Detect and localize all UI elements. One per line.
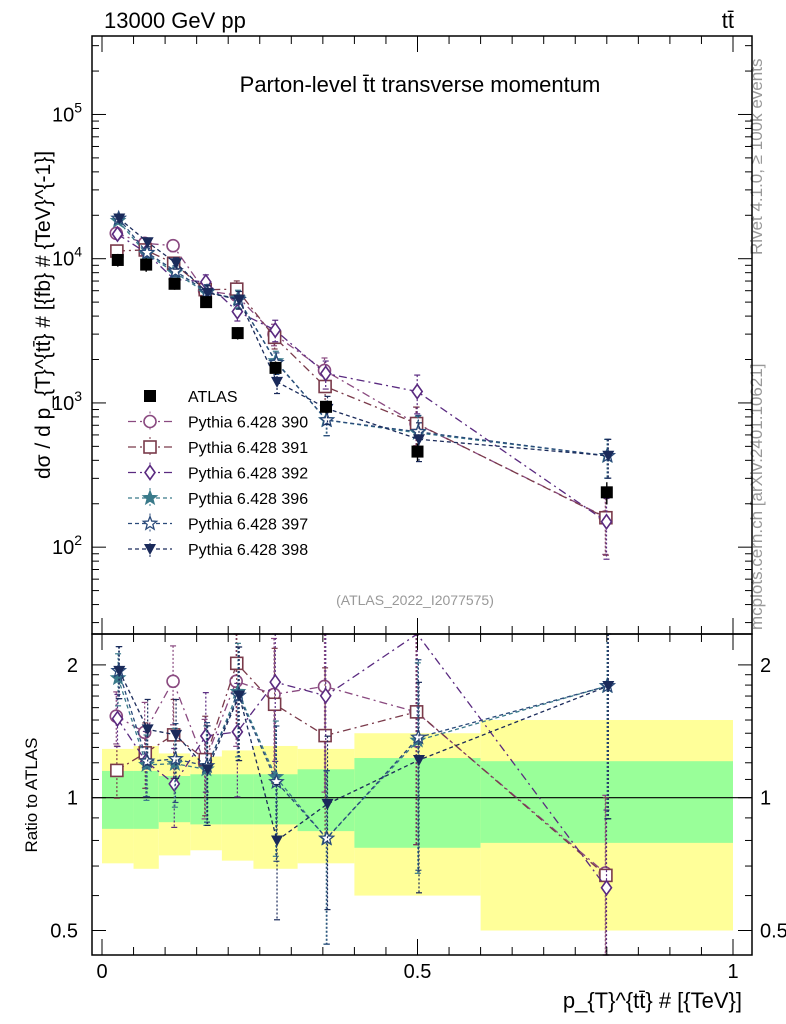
ratio-point <box>170 729 183 741</box>
ratio-point <box>229 656 244 671</box>
ratio-point <box>111 710 124 728</box>
series-point <box>318 411 336 428</box>
ratio-y-tick-label-right: 2 <box>760 655 771 677</box>
legend-entry: ATLAS <box>144 389 238 406</box>
chart-title: Parton-level t̄t transverse momentum <box>240 72 601 97</box>
legend-label: Pythia 6.428 392 <box>188 466 308 483</box>
legend-entry: Pythia 6.428 396 <box>128 488 308 508</box>
process-label: tt̄ <box>722 8 734 33</box>
ratio-point <box>271 835 284 847</box>
series-point <box>600 513 613 531</box>
legend-label: Pythia 6.428 396 <box>188 491 308 508</box>
y-tick-label: 105 <box>52 99 82 126</box>
y-tick-label: 102 <box>52 532 82 559</box>
legend-marker <box>143 440 157 454</box>
legend-marker <box>143 414 157 429</box>
data-point <box>168 277 181 290</box>
ratio-point <box>267 697 282 712</box>
ratio-point <box>410 728 427 745</box>
data-point <box>140 258 153 271</box>
legend-entry: Pythia 6.428 390 <box>128 411 308 432</box>
ratio-panel-marks <box>109 633 617 956</box>
series-point <box>602 450 615 462</box>
series-point <box>138 243 156 260</box>
legend-marker <box>141 514 159 531</box>
ratio-point <box>602 680 615 692</box>
series-point <box>201 287 214 299</box>
legend-label: Pythia 6.428 398 <box>188 542 308 559</box>
legend-entry: Pythia 6.428 391 <box>128 437 308 457</box>
x-tick-label: 0 <box>96 961 107 983</box>
legend-label: Pythia 6.428 390 <box>188 415 308 432</box>
data-point <box>320 400 333 413</box>
ratio-point <box>167 750 184 767</box>
series-point <box>111 225 124 243</box>
ratio-y-tick-label: 0.5 <box>50 921 78 943</box>
legend-label: ATLAS <box>188 389 238 406</box>
ratio-point <box>269 673 282 691</box>
data-point <box>269 361 282 374</box>
data-point <box>600 486 613 499</box>
legend-marker <box>144 464 156 481</box>
source-label: mcplots.cern.ch [arXiv:2401.10621] <box>747 364 766 630</box>
data-point <box>411 445 424 458</box>
ratio-point <box>168 775 181 793</box>
ratio-y-tick-label: 2 <box>67 655 78 677</box>
series-point <box>167 262 184 279</box>
ratio-point <box>141 724 154 736</box>
x-axis-title: p_{T}^{tt̄} # [{TeV}] <box>563 988 742 1013</box>
legend-label: Pythia 6.428 397 <box>188 517 308 534</box>
ratio-point <box>201 764 214 776</box>
ratio-point <box>166 674 180 689</box>
series-point <box>113 213 126 225</box>
ratio-point <box>113 665 126 677</box>
series-point <box>319 365 332 382</box>
y-tick-label: 104 <box>52 244 82 271</box>
data-point <box>231 327 244 340</box>
stat-uncertainty-band <box>221 774 254 825</box>
x-tick-label: 1 <box>727 961 738 983</box>
analysis-label: (ATLAS_2022_I2077575) <box>336 592 494 608</box>
legend: ATLAS Pythia 6.428 390 Pythia 6.428 391 Pyt… <box>128 389 308 559</box>
stat-uncertainty-band <box>102 770 134 829</box>
ratio-point <box>233 690 246 702</box>
main-panel-marks <box>109 209 617 560</box>
data-point <box>111 253 124 266</box>
axes: 102 103 104 105 0 0.5 1 0.5 0.5 1 1 2 2 <box>50 35 786 983</box>
data-point <box>200 296 213 309</box>
ratio-point <box>319 687 332 705</box>
series-point <box>170 258 183 270</box>
ratio-series-line <box>117 677 608 840</box>
ratio-y-tick-label-right: 0.5 <box>760 921 786 943</box>
rivet-label: Rivet 4.1.0, ≥ 100k events <box>747 59 766 255</box>
y-axis-title: dσ / d p_{T}^{tt̄} # [{fb} # {TeV}^{-1}] <box>32 151 55 479</box>
ratio-series-line <box>116 633 608 889</box>
legend-entry: Pythia 6.428 398 <box>128 539 308 559</box>
series-point <box>271 376 284 388</box>
series-point <box>141 237 154 249</box>
ratio-point <box>600 879 613 897</box>
legend-marker <box>144 544 156 555</box>
ratio-y-tick-label-right: 1 <box>760 788 771 810</box>
legend-label: Pythia 6.428 391 <box>188 440 308 457</box>
ratio-point <box>110 763 124 778</box>
ratio-y-tick-label: 1 <box>67 788 78 810</box>
y-tick-label: 103 <box>52 388 82 415</box>
ratio-frame <box>91 633 753 956</box>
energy-label: 13000 GeV pp <box>104 8 246 33</box>
ratio-point <box>321 798 334 810</box>
series-point <box>233 294 246 306</box>
series-point <box>166 238 180 253</box>
legend-marker <box>144 390 156 402</box>
series-point <box>411 383 424 400</box>
series-point <box>269 321 282 339</box>
x-tick-label: 0.5 <box>404 961 432 983</box>
legend-entry: Pythia 6.428 397 <box>128 513 308 534</box>
legend-marker <box>141 489 159 506</box>
ratio-point <box>413 755 425 767</box>
ratio-y-axis-title: Ratio to ATLAS <box>22 738 41 853</box>
series-point <box>413 434 425 446</box>
legend-entry: Pythia 6.428 392 <box>128 462 308 483</box>
